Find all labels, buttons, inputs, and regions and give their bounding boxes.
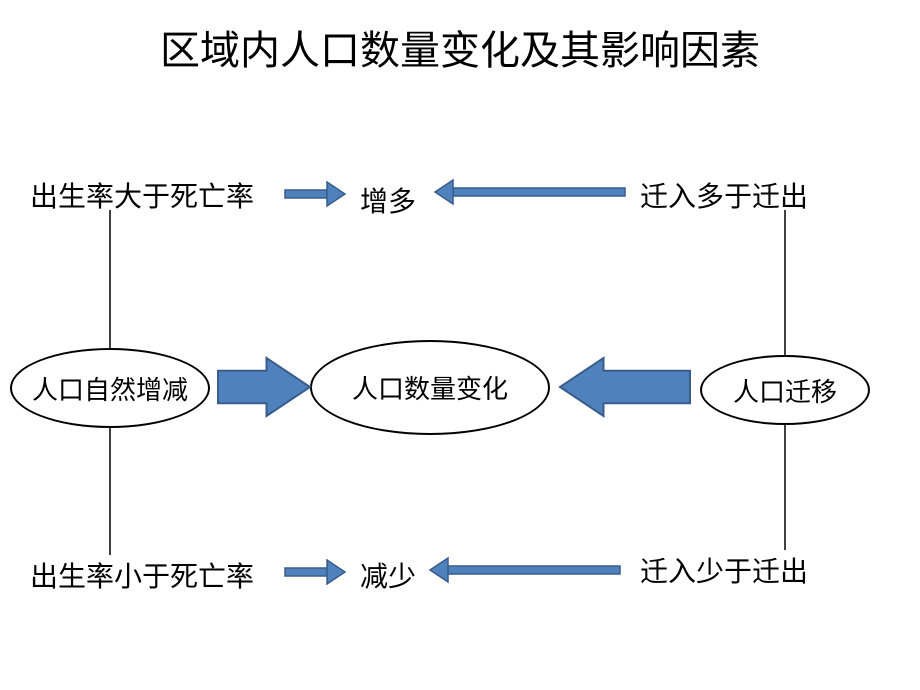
label-increase: 增多 — [360, 180, 416, 220]
vline-1 — [109, 428, 111, 555]
ellipse-natural-change: 人口自然增减 — [10, 348, 210, 428]
label-birth-lt-death: 出生率小于死亡率 — [30, 555, 254, 595]
label-decrease: 减少 — [360, 555, 416, 595]
vline-3 — [784, 425, 786, 550]
ellipse-natural-change-label: 人口自然增减 — [32, 370, 188, 407]
vline-0 — [109, 210, 111, 348]
ellipse-population-change-label: 人口数量变化 — [352, 369, 508, 406]
thin-arrow-0 — [285, 182, 345, 206]
thin-arrow-2 — [285, 560, 345, 584]
label-inflow-gt-outflow: 迁入多于迁出 — [640, 175, 808, 215]
ellipse-migration: 人口迁移 — [700, 355, 870, 425]
block-arrow-1 — [560, 358, 690, 416]
ellipse-population-change: 人口数量变化 — [310, 340, 550, 435]
label-inflow-lt-outflow: 迁入少于迁出 — [640, 550, 808, 590]
thin-arrow-3 — [430, 558, 620, 582]
diagram-title: 区域内人口数量变化及其影响因素 — [0, 18, 920, 76]
label-birth-gt-death: 出生率大于死亡率 — [30, 175, 254, 215]
thin-arrow-1 — [435, 180, 625, 204]
ellipse-migration-label: 人口迁移 — [733, 372, 837, 409]
vline-2 — [784, 210, 786, 355]
block-arrow-0 — [218, 358, 310, 416]
